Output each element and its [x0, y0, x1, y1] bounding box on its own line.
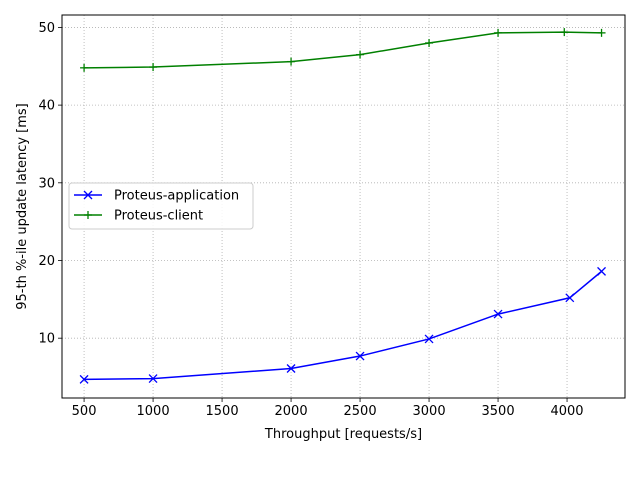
data-point-proteus-client — [149, 63, 158, 72]
legend-label: Proteus-application — [114, 189, 239, 204]
y-tick-label: 40 — [38, 99, 55, 114]
x-axis-label: Throughput [requests/s] — [264, 427, 422, 442]
data-point-proteus-application — [148, 374, 158, 384]
data-point-proteus-client — [287, 57, 296, 66]
data-point-proteus-application — [424, 334, 434, 344]
y-tick-label: 30 — [38, 176, 55, 191]
y-tick-label: 50 — [38, 21, 55, 36]
x-tick-label: 1500 — [206, 404, 239, 419]
series-line-proteus-client — [84, 31, 602, 69]
data-point-proteus-application — [493, 309, 503, 319]
data-point-proteus-application — [565, 293, 575, 303]
y-tick-label: 10 — [38, 332, 55, 347]
x-tick-label: 2000 — [275, 404, 308, 419]
data-point-proteus-application — [286, 364, 296, 373]
legend: Proteus-application Proteus-client — [68, 182, 254, 230]
x-tick-label: 3000 — [413, 404, 446, 419]
data-point-proteus-client — [80, 63, 89, 72]
legend-marker — [84, 211, 92, 219]
legend-box — [68, 182, 254, 230]
x-tick-label: 2500 — [344, 404, 377, 419]
series-line-proteus-application — [84, 270, 603, 381]
x-tick-label: 500 — [72, 404, 97, 419]
legend-entry: Proteus-client — [74, 209, 203, 224]
axis-ticks: 500 1000 1500 2000 2500 3000 3500 4000 10 20 30 40 5… — [38, 21, 583, 419]
legend-label: Proteus-client — [114, 209, 203, 224]
data-point-proteus-client — [425, 38, 434, 47]
data-point-proteus-client — [356, 50, 365, 59]
x-tick-label: 3500 — [482, 404, 515, 419]
data-point-proteus-application — [79, 374, 89, 384]
data-point-proteus-application — [597, 266, 607, 276]
y-tick-label: 20 — [38, 254, 55, 269]
data-point-proteus-client — [560, 28, 569, 37]
data-point-proteus-client — [494, 28, 503, 37]
data-point-proteus-application — [355, 351, 365, 361]
x-tick-label: 4000 — [550, 404, 583, 419]
data-point-proteus-client — [597, 28, 606, 37]
series-layer — [79, 28, 607, 384]
legend-entry: Proteus-application — [74, 189, 239, 204]
plot-frame — [61, 14, 626, 399]
y-axis-label: 95-th %-ile update latency [ms] — [15, 103, 30, 310]
legend-marker — [83, 190, 93, 200]
x-tick-label: 1000 — [137, 404, 170, 419]
